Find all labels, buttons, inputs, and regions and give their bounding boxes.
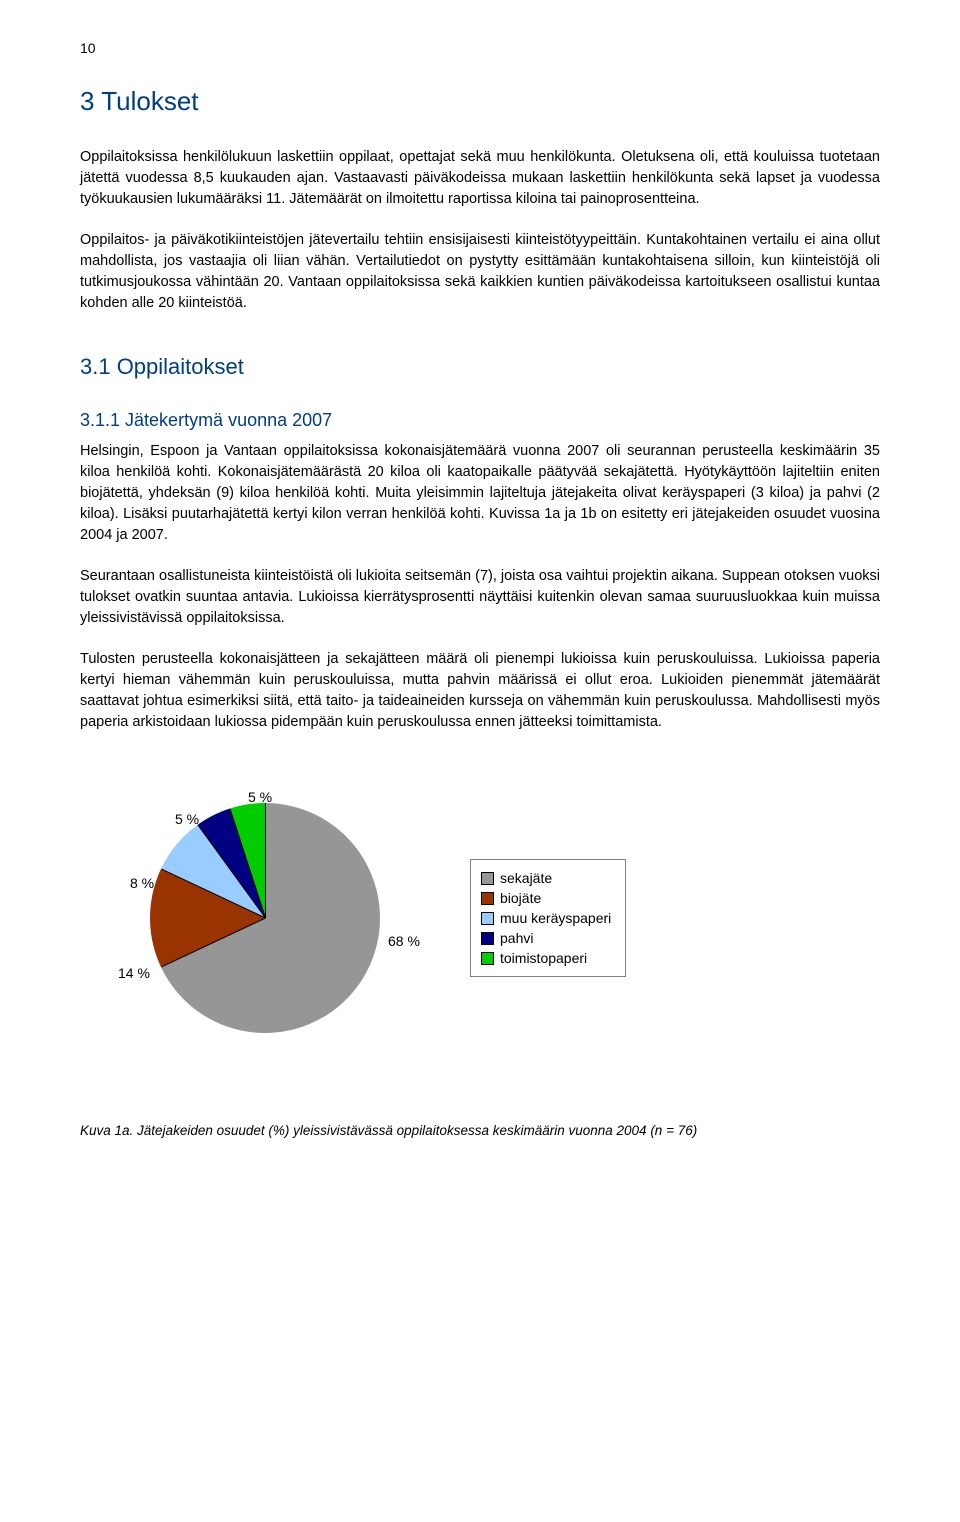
pie-label: 5 %: [248, 789, 272, 805]
legend-swatch: [481, 892, 494, 905]
legend-item: muu keräyspaperi: [481, 908, 611, 928]
page-number: 10: [80, 40, 880, 56]
legend-swatch: [481, 932, 494, 945]
legend-swatch: [481, 912, 494, 925]
pie-label: 14 %: [118, 965, 150, 981]
legend-label: sekajäte: [500, 870, 552, 886]
legend: sekajäte biojäte muu keräyspaperi pahvi toim…: [470, 859, 626, 977]
legend-label: toimistopaperi: [500, 950, 587, 966]
legend-label: muu keräyspaperi: [500, 910, 611, 926]
paragraph: Helsingin, Espoon ja Vantaan oppilaitoks…: [80, 441, 880, 546]
page: 10 3 Tulokset Oppilaitoksissa henkilöluk…: [0, 0, 960, 1178]
legend-item: toimistopaperi: [481, 948, 611, 968]
heading-oppilaitokset: 3.1 Oppilaitokset: [80, 354, 880, 380]
heading-tulokset: 3 Tulokset: [80, 86, 880, 117]
figure-caption: Kuva 1a. Jätejakeiden osuudet (%) yleiss…: [80, 1123, 880, 1138]
paragraph: Seurantaan osallistuneista kiinteistöist…: [80, 566, 880, 629]
legend-swatch: [481, 952, 494, 965]
legend-item: sekajäte: [481, 868, 611, 888]
chart-row: 68 % 14 % 8 % 5 % 5 % sekajäte biojäte muu ker…: [80, 773, 880, 1063]
paragraph: Tulosten perusteella kokonaisjätteen ja …: [80, 649, 880, 733]
legend-item: pahvi: [481, 928, 611, 948]
pie-label: 5 %: [175, 811, 199, 827]
paragraph: Oppilaitos- ja päiväkotikiinteistöjen jä…: [80, 230, 880, 314]
legend-label: pahvi: [500, 930, 533, 946]
pie-label: 8 %: [130, 875, 154, 891]
legend-swatch: [481, 872, 494, 885]
paragraph: Oppilaitoksissa henkilölukuun laskettiin…: [80, 147, 880, 210]
pie-chart: 68 %14 %8 %5 %5 %: [120, 773, 410, 1063]
legend-item: biojäte: [481, 888, 611, 908]
heading-jatekertyma: 3.1.1 Jätekertymä vuonna 2007: [80, 410, 880, 431]
legend-label: biojäte: [500, 890, 541, 906]
pie-label: 68 %: [388, 933, 420, 949]
